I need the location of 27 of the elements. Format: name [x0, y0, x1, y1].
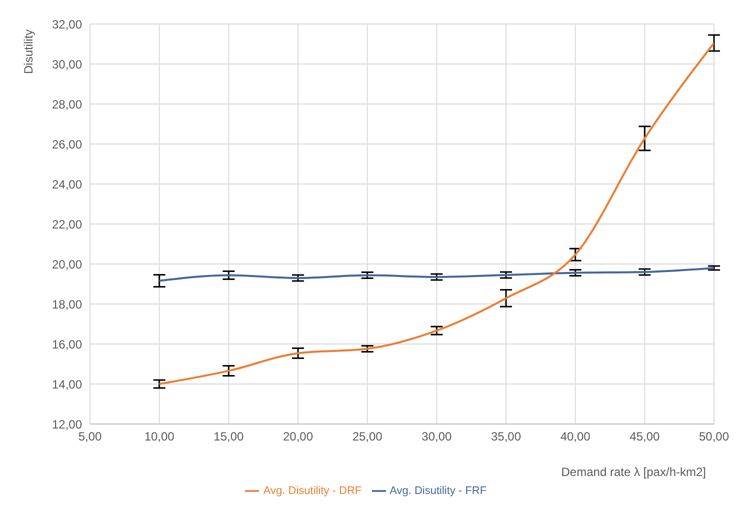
y-tick-label: 18,00	[52, 297, 82, 312]
x-tick-label: 20,00	[282, 430, 314, 444]
y-tick-label: 26,00	[52, 137, 82, 152]
x-axis-title: Demand rate λ [pax/h-km2]	[561, 465, 706, 479]
y-tick-label: 16,00	[52, 337, 82, 352]
line-series	[158, 267, 714, 282]
y-tick-label: 24,00	[52, 177, 82, 192]
x-tick-label: 10,00	[144, 430, 175, 444]
y-tick-label: 28,00	[52, 97, 82, 112]
line-series	[158, 42, 714, 385]
y-tick-label: 22,00	[52, 217, 82, 232]
x-tick-label: 45,00	[630, 430, 660, 444]
y-tick-label: 20,00	[52, 257, 82, 272]
x-tick-label: 15,00	[214, 430, 244, 444]
y-tick-label: 12,00	[52, 417, 82, 432]
x-tick-label: 40,00	[560, 430, 591, 444]
y-tick-label: 30,00	[52, 57, 82, 72]
x-tick-label: 25,00	[352, 430, 383, 444]
x-tick-label: 5,00	[78, 430, 102, 444]
x-tick-label: 50,00	[698, 430, 730, 444]
x-tick-label: 35,00	[490, 430, 522, 444]
legend-label: Avg. Disutility - FRF	[390, 484, 487, 497]
y-tick-label: 32,00	[52, 17, 82, 32]
y-axis-title: Disutility	[21, 29, 36, 74]
legend-label: Avg. Disutility - DRF	[263, 484, 362, 497]
y-tick-label: 14,00	[52, 377, 82, 392]
x-tick-label: 30,00	[422, 430, 452, 444]
